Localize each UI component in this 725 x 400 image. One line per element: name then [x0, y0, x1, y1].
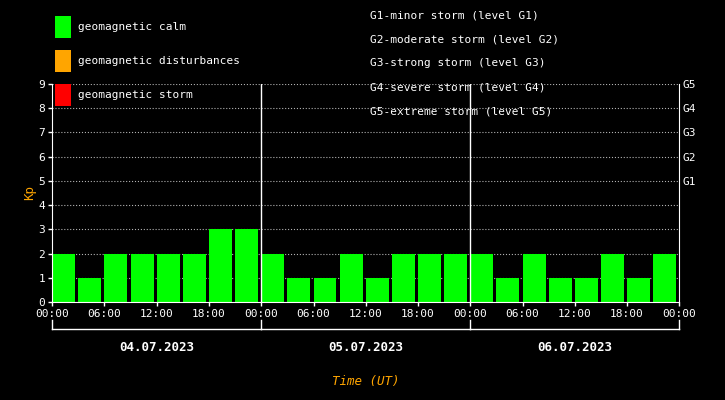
Bar	[313, 278, 336, 302]
Text: G4-severe storm (level G4): G4-severe storm (level G4)	[370, 82, 545, 92]
Text: 06.07.2023: 06.07.2023	[537, 341, 613, 354]
Bar	[418, 254, 441, 302]
Bar	[444, 254, 467, 302]
Text: G3-strong storm (level G3): G3-strong storm (level G3)	[370, 58, 545, 68]
Bar	[392, 254, 415, 302]
Bar	[471, 254, 493, 302]
Text: geomagnetic disturbances: geomagnetic disturbances	[78, 56, 240, 66]
Text: geomagnetic calm: geomagnetic calm	[78, 22, 186, 32]
Bar	[78, 278, 102, 302]
Bar	[575, 278, 598, 302]
Bar	[627, 278, 650, 302]
Text: G1-minor storm (level G1): G1-minor storm (level G1)	[370, 10, 539, 20]
Bar	[497, 278, 519, 302]
Text: G2-moderate storm (level G2): G2-moderate storm (level G2)	[370, 34, 559, 44]
Text: 05.07.2023: 05.07.2023	[328, 341, 403, 354]
Bar	[209, 229, 232, 302]
Text: Time (UT): Time (UT)	[332, 375, 399, 388]
Bar	[339, 254, 362, 302]
Bar	[52, 254, 75, 302]
Bar	[235, 229, 258, 302]
Bar	[653, 254, 676, 302]
Bar	[365, 278, 389, 302]
Text: 04.07.2023: 04.07.2023	[119, 341, 194, 354]
Bar	[261, 254, 284, 302]
Bar	[104, 254, 128, 302]
Bar	[523, 254, 545, 302]
Bar	[549, 278, 572, 302]
Text: geomagnetic storm: geomagnetic storm	[78, 90, 193, 100]
Bar	[130, 254, 154, 302]
Y-axis label: Kp: Kp	[22, 186, 36, 200]
Bar	[157, 254, 180, 302]
Text: G5-extreme storm (level G5): G5-extreme storm (level G5)	[370, 106, 552, 116]
Bar	[183, 254, 206, 302]
Bar	[287, 278, 310, 302]
Bar	[601, 254, 624, 302]
